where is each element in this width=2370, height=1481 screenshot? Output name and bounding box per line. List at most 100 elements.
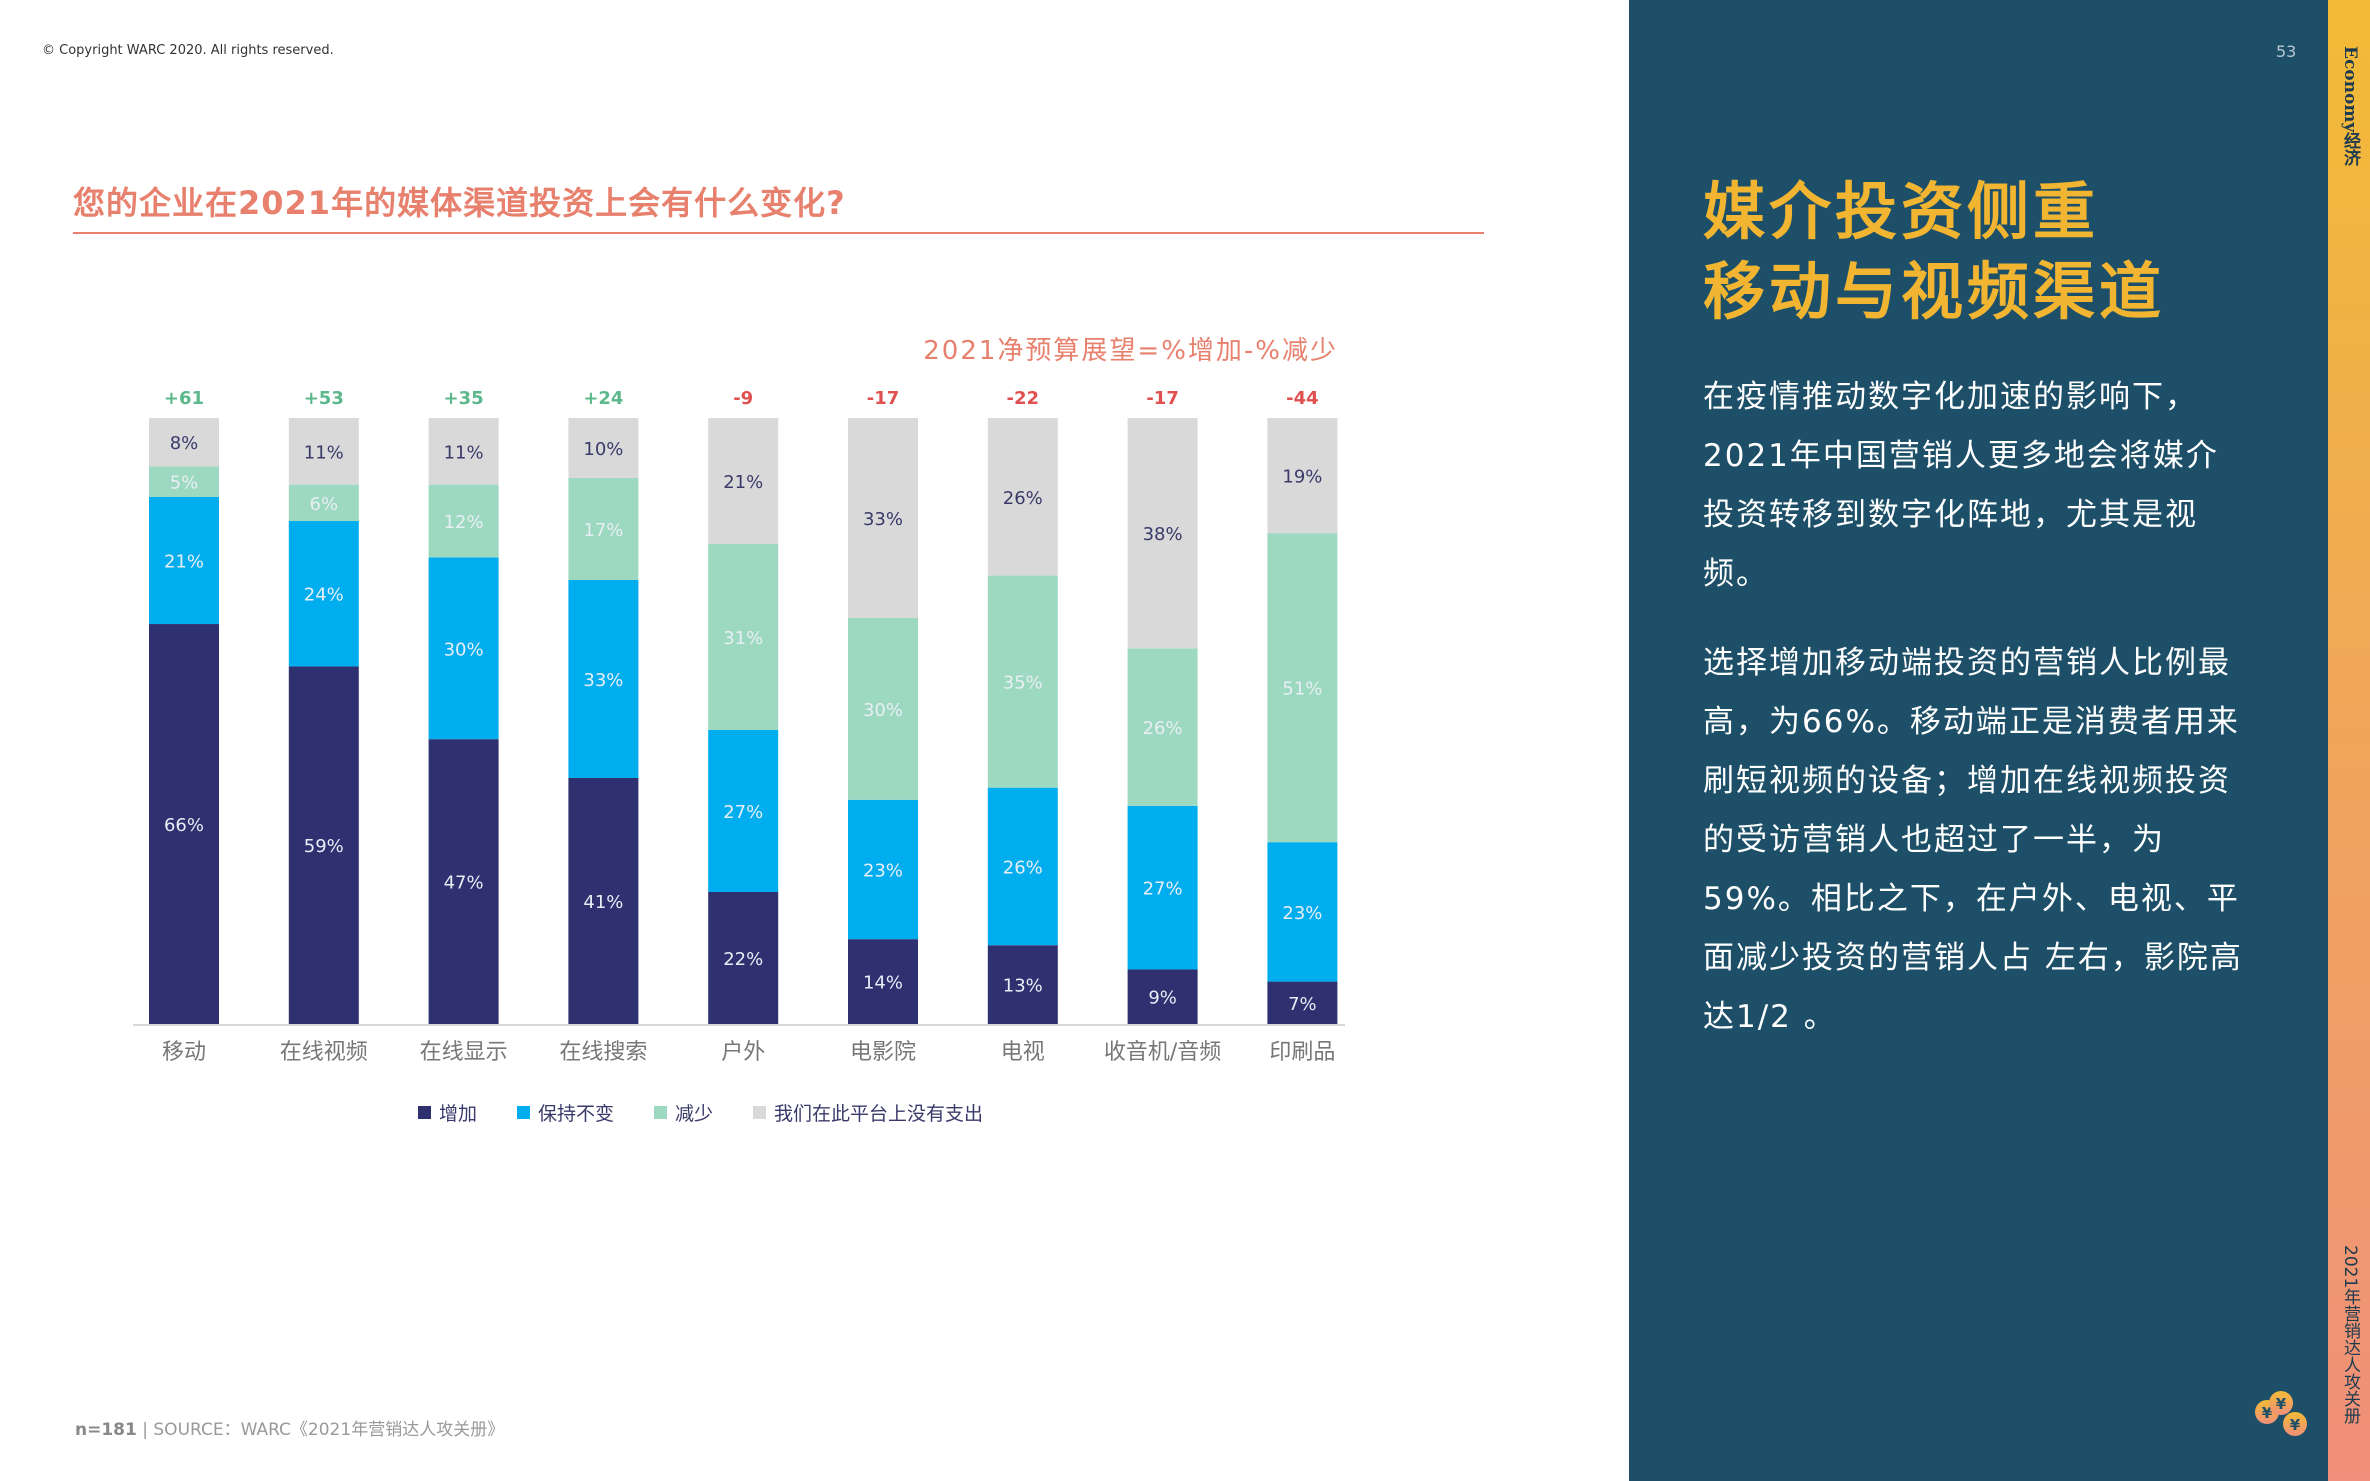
legend-item-increase: 增加 [418, 1099, 477, 1126]
category-label: 户外 [721, 1040, 765, 1065]
legend-item-decrease: 减少 [654, 1099, 713, 1126]
data-label: 47% [444, 873, 484, 894]
bar-segment [987, 418, 1058, 576]
sample-size: n=181 [75, 1420, 137, 1440]
bar-segment [1267, 418, 1338, 534]
data-label: 11% [444, 442, 484, 463]
page-title: 您的企业在2021年的媒体渠道投资上会有什么变化? [73, 184, 846, 222]
chart-legend: 增加 保持不变 减少 我们在此平台上没有支出 [418, 1099, 983, 1126]
bar-segment [1127, 969, 1198, 1024]
net-label: +24 [583, 388, 623, 409]
net-label: -44 [1286, 388, 1319, 409]
data-label: 14% [863, 973, 903, 994]
bar-segment [848, 418, 918, 618]
yuan-coins-logo-icon: ¥ ¥ ¥ [2255, 1391, 2307, 1436]
data-label: 51% [1282, 679, 1322, 700]
bar-segment [149, 466, 219, 497]
bar-segment [848, 617, 918, 800]
bar-segment [848, 799, 918, 940]
legend-swatch [418, 1106, 431, 1119]
data-label: 30% [863, 700, 903, 721]
side-body: 在疫情推动数字化加速的影响下，2021年中国营销人更多地会将媒介投资转移到数字化… [1703, 368, 2243, 1077]
data-label: 9% [1148, 988, 1177, 1009]
side-headline: 媒介投资侧重 移动与视频渠道 [1703, 172, 2165, 332]
legend-label: 减少 [675, 1103, 714, 1125]
bar-segment [1267, 533, 1338, 843]
legend-label: 我们在此平台上没有支出 [774, 1103, 984, 1125]
bar-segment [708, 544, 779, 730]
category-label: 电视 [1001, 1040, 1045, 1065]
bar-segment [708, 892, 779, 1024]
bar-segment [428, 739, 499, 1024]
bar-segment [288, 418, 359, 485]
bar-segment [848, 939, 918, 1024]
legend-item-same: 保持不变 [517, 1099, 614, 1126]
bar-segment [708, 418, 779, 544]
data-label: 23% [863, 860, 903, 881]
data-label: 21% [164, 551, 204, 572]
data-label: 5% [170, 473, 199, 494]
data-label: 10% [583, 439, 623, 460]
legend-label: 增加 [439, 1103, 478, 1125]
category-label: 电影院 [850, 1040, 916, 1065]
bar-segment [149, 418, 219, 467]
data-label: 26% [1003, 488, 1043, 509]
bar-segment [1267, 842, 1338, 982]
data-label: 22% [723, 949, 763, 970]
data-label: 19% [1282, 467, 1322, 488]
bar-segment [1127, 805, 1198, 970]
side-panel [1629, 0, 2328, 1481]
legend-swatch [654, 1106, 668, 1119]
net-label: -17 [1146, 388, 1179, 409]
headline-line: 媒介投资侧重 [1703, 175, 2100, 248]
net-label: +53 [304, 388, 344, 409]
data-label: 41% [583, 892, 623, 913]
category-label: 在线显示 [420, 1040, 508, 1065]
data-label: 13% [1003, 976, 1043, 997]
data-label: 33% [583, 670, 623, 691]
bar-segment [568, 778, 639, 1024]
body-paragraph: 选择增加移动端投资的营销人比例最高，为66%。移动端正是消费者用来刷短视频的设备… [1703, 645, 2243, 1035]
stacked-bar-chart: 66% 21% 5% 8% +61 移动 59% 24% 6% 11% +53 在线视频 47% 30% 1… [133, 388, 1345, 1065]
copyright: © Copyright WARC 2020. All rights reserv… [42, 43, 334, 58]
svg-text:¥: ¥ [2290, 1416, 2301, 1434]
svg-text:¥: ¥ [2276, 1395, 2287, 1413]
bar-segment [288, 666, 359, 1024]
bar-segment [1267, 981, 1338, 1024]
bar-segment [1127, 648, 1198, 806]
bar-segment [428, 557, 499, 740]
section-label: Economy经济 [2340, 46, 2360, 167]
data-label: 27% [723, 802, 763, 823]
data-label: 33% [863, 509, 903, 530]
data-label: 23% [1282, 903, 1322, 924]
bar-segment [1127, 418, 1198, 649]
svg-text:¥: ¥ [2262, 1404, 2273, 1422]
data-label: 35% [1003, 673, 1043, 694]
net-label: -22 [1007, 388, 1040, 409]
footer-source: n=181 | SOURCE：WARC《2021年营销达人攻关册》 [75, 1420, 505, 1440]
data-label: 11% [304, 442, 344, 463]
net-label: -17 [867, 388, 900, 409]
bar-segment [428, 418, 499, 485]
net-label: -9 [733, 388, 753, 409]
data-label: 12% [444, 512, 484, 533]
legend-label: 保持不变 [538, 1103, 615, 1125]
bar-segment [568, 580, 639, 778]
data-label: 30% [444, 639, 484, 660]
data-label: 21% [723, 472, 763, 493]
title-divider [73, 232, 1484, 234]
net-label: +35 [444, 388, 484, 409]
chart-title: 2021净预算展望=%增加-%减少 [923, 336, 1338, 366]
category-label: 印刷品 [1269, 1040, 1335, 1065]
data-label: 26% [1003, 857, 1043, 878]
headline-line: 移动与视频渠道 [1703, 255, 2166, 328]
data-label: 59% [304, 836, 344, 857]
bar-segment [987, 787, 1058, 946]
data-label: 6% [310, 494, 339, 515]
source-text: SOURCE：WARC《2021年营销达人攻关册》 [153, 1420, 505, 1440]
bar-segment [288, 521, 359, 667]
legend-swatch [753, 1106, 767, 1119]
data-label: 7% [1288, 994, 1317, 1015]
data-label: 31% [723, 628, 763, 649]
body-paragraph: 在疫情推动数字化加速的影响下，2021年中国营销人更多地会将媒介投资转移到数字化… [1703, 379, 2219, 592]
